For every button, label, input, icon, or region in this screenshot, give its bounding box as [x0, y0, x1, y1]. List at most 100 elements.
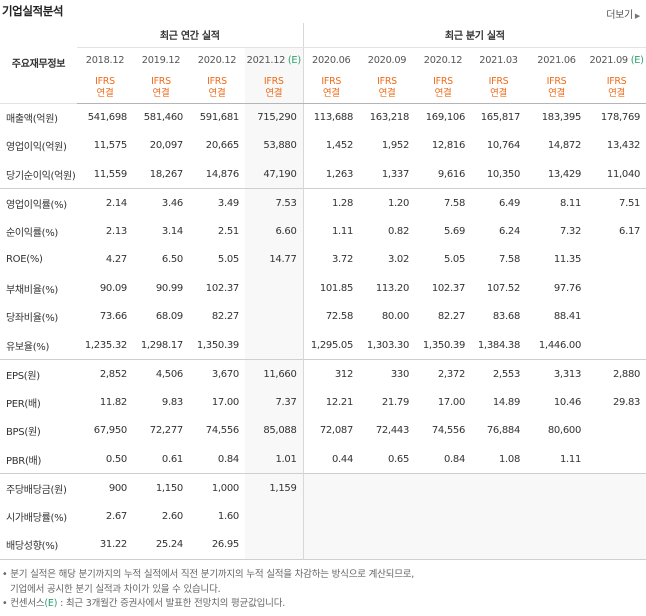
table-cell: [415, 530, 472, 559]
table-cell: 82.27: [437, 311, 466, 323]
table-cell: 1,159: [245, 473, 304, 502]
table-row: 영업이익률(%) 2.14 3.46 3.49 7.53 1.28 1.20 7.58 6.49…: [0, 188, 646, 217]
period-header: 2021.06: [526, 47, 587, 74]
table-cell: [245, 530, 304, 559]
consolidated-label: 연결: [208, 88, 226, 100]
table-cell: 12.21: [302, 388, 360, 417]
period-header: 2021.12 (E): [245, 47, 304, 74]
table-cell: [526, 502, 588, 531]
table-row: 매출액(억원) 541,698 581,460 591,681 715,290 113,6…: [0, 103, 646, 132]
table-cell: 178,769: [600, 112, 641, 123]
consolidated-label: 연결: [96, 88, 114, 100]
table-cell: 1,384.38: [477, 339, 521, 351]
table-cell: 74,556: [205, 425, 240, 437]
table-cell: 82.27: [211, 311, 239, 323]
table-cell: 14,872: [547, 140, 582, 152]
quarterly-header: 최근 분기 실적: [302, 23, 646, 48]
table-cell: 72,087: [302, 416, 360, 445]
consolidated-label: 연결: [490, 88, 507, 100]
table-cell: 21.79: [381, 396, 410, 408]
consolidated-label: 연결: [608, 88, 625, 100]
table-cell: 14.89: [492, 396, 521, 408]
row-label: PBR(배): [6, 455, 42, 467]
table-cell: 11,559: [93, 168, 128, 180]
row-label: 영업이익(억원): [6, 142, 67, 154]
annual-header: 최근 연간 실적: [77, 23, 304, 48]
table-cell: 1,263: [302, 160, 360, 189]
table-cell: 113.20: [375, 282, 410, 294]
table-cell: 1,337: [381, 168, 410, 180]
table-row: ROE(%) 4.27 6.50 5.05 14.77 3.72 3.02 5.05 7.58 1…: [0, 245, 646, 274]
row-label: EPS(원): [0, 359, 77, 388]
table-cell: 13,429: [547, 168, 582, 180]
table-cell: 6.50: [161, 254, 183, 266]
consolidated-label: 연결: [265, 88, 283, 100]
more-link[interactable]: 더보기 ▶: [606, 6, 640, 21]
table-cell: 3.46: [133, 188, 189, 217]
table-cell: 1,295.05: [302, 331, 360, 360]
table-cell: 9,616: [437, 168, 466, 180]
table-cell: 107.52: [486, 282, 521, 294]
row-label: 시가배당률(%): [6, 512, 67, 524]
table-cell: 0.84: [217, 453, 239, 465]
ifrs-badge: IFRS 연결: [189, 74, 245, 104]
row-label: 당기순이익(억원): [6, 170, 76, 182]
more-link-label: 더보기: [606, 10, 633, 21]
table-cell: [587, 502, 646, 531]
table-cell: [302, 530, 360, 559]
table-cell: [587, 445, 646, 474]
table-cell: 2,880: [587, 359, 646, 388]
table-cell: 17.00: [211, 396, 239, 408]
table-cell: 715,290: [245, 103, 304, 132]
table-cell: 11,660: [245, 359, 304, 388]
row-label: 매출액(억원): [6, 114, 58, 125]
table-cell: 2.67: [105, 510, 127, 522]
ifrs-badge: IFRS 연결: [133, 74, 189, 104]
table-cell: [302, 473, 360, 502]
table-cell: 1,446.00: [538, 339, 582, 351]
table-cell: 2.60: [161, 510, 183, 522]
table-cell: 1,303.30: [366, 339, 410, 351]
ifrs-badge: IFRS 연결: [302, 74, 360, 104]
table-cell: [359, 530, 416, 559]
table-row: 부채비율(%) 90.09 90.99 102.37 101.85 113.20 102.3…: [0, 274, 646, 303]
table-cell: 3,670: [189, 359, 245, 388]
table-cell: 80.00: [381, 311, 410, 323]
table-cell: [471, 473, 527, 502]
table-cell: 72.58: [302, 302, 360, 331]
table-cell: 8.11: [526, 188, 588, 217]
table-cell: 67,950: [93, 425, 128, 437]
table-cell: 2,852: [77, 359, 133, 388]
ifrs-badge: IFRS 연결: [526, 74, 588, 104]
table-cell: 85,088: [245, 416, 304, 445]
table-cell: 20,097: [149, 140, 184, 152]
table-cell: 1,298.17: [140, 339, 183, 351]
table-cell: 73.66: [99, 311, 127, 323]
ifrs-label: IFRS: [488, 76, 509, 88]
table-cell: 102.37: [205, 282, 240, 294]
footnote-1: • 분기 실적은 해당 분기까지의 누적 실적에서 직전 분기까지의 누적 실적…: [2, 569, 415, 580]
table-row: 영업이익(억원) 11,575 20,097 20,665 53,880 1,452 1,9…: [0, 131, 646, 160]
table-cell: 3.02: [387, 254, 410, 266]
financial-table: 주요재무정보 최근 연간 실적 최근 분기 실적 2018.12 2019.12 2…: [0, 23, 646, 560]
table-cell: [587, 417, 646, 446]
table-cell: 88.41: [553, 311, 582, 323]
table-cell: [359, 502, 416, 531]
table-cell: 1.28: [302, 188, 360, 217]
table-cell: 11.35: [553, 254, 582, 266]
table-cell: 26.95: [211, 539, 239, 550]
ifrs-label: IFRS: [433, 76, 453, 88]
table-cell: 2,553: [471, 359, 527, 388]
table-cell: 7.58: [498, 254, 521, 266]
table-row: 당좌비율(%) 73.66 68.09 82.27 72.58 80.00 82.27 83.…: [0, 302, 646, 331]
table-cell: 74,556: [431, 425, 466, 437]
table-cell: 1,000: [189, 473, 245, 502]
row-label: 주당배당금(원): [0, 473, 77, 502]
table-cell: [587, 473, 646, 502]
period-label: 2020.09: [367, 55, 407, 67]
period-header: 2020.12: [415, 47, 471, 74]
ifrs-label: IFRS: [207, 76, 227, 88]
period-label: 2019.12: [141, 55, 181, 67]
table-cell: [245, 302, 304, 331]
ifrs-label: IFRS: [95, 76, 115, 88]
